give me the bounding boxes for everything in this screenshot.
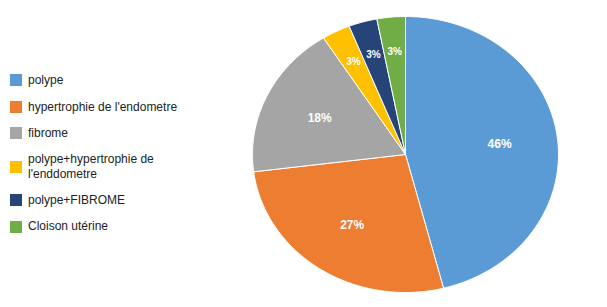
html-text:polype: polype [28, 73, 64, 88]
svg-text:3%: 3% [346, 56, 361, 67]
svg-text:46%: 46% [488, 136, 512, 150]
html-text:polype+hypertrophie de l'enddo: polype+hypertrophie de l'enddometre [28, 152, 154, 181]
svg-text:27%: 27% [340, 218, 364, 232]
svg-text:3%: 3% [366, 49, 381, 60]
html-text:Cloison utérine: Cloison utérine [28, 219, 108, 234]
html-text:fibrome: fibrome [28, 125, 68, 140]
html-text:hypertrophie de l'endometre: hypertrophie de l'endometre [28, 99, 178, 114]
svg-text:18%: 18% [308, 110, 332, 124]
html-text:polype+FIBROME: polype+FIBROME [28, 193, 125, 208]
svg-text:3%: 3% [387, 45, 402, 56]
